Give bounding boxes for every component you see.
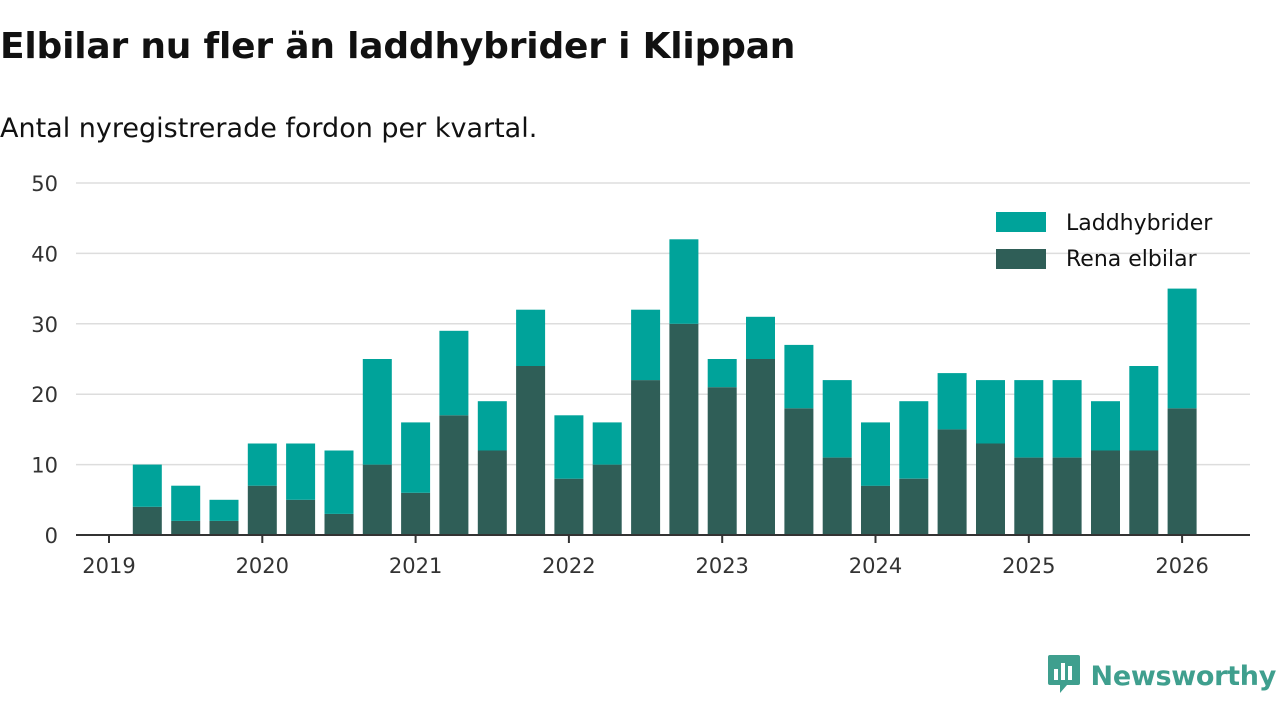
bar-rena-elbilar-2019-q3 [171, 520, 201, 535]
bar-rena-elbilar-2020-q2 [286, 499, 316, 535]
bar-laddhybrider-2025-q4 [1129, 366, 1159, 451]
bar-laddhybrider-2021-q1 [401, 422, 431, 493]
bar-laddhybrider-2023-q3 [784, 344, 814, 409]
bar-laddhybrider-2025-q3 [1091, 401, 1120, 451]
bar-rena-elbilar-2020-q4 [362, 464, 392, 535]
legend-swatch-laddhybrider [996, 212, 1046, 232]
bar-laddhybrider-2019-q2 [132, 464, 162, 507]
bar-laddhybrider-2023-q1 [707, 359, 737, 388]
x-axis: 2019 2020 2021 2022 2023 2024 2025 2026 [76, 534, 1250, 578]
bar-rena-elbilar-2024-q3 [937, 429, 967, 535]
bar-rena-elbilar-2020-q1 [247, 485, 277, 535]
legend-label-rena-elbilar: Rena elbilar [1066, 247, 1198, 272]
bar-rena-elbilar-2021-q4 [516, 366, 546, 535]
bar-laddhybrider-2024-q4 [976, 380, 1005, 444]
bar-laddhybrider-2023-q4 [822, 380, 852, 458]
bar-laddhybrider-2025-q1 [1014, 380, 1044, 458]
bar-rena-elbilar-2024-q1 [861, 485, 890, 535]
bar-laddhybrider-2022-q3 [631, 309, 661, 381]
bars [132, 239, 1197, 535]
bar-rena-elbilar-2026-q1 [1167, 408, 1197, 535]
bar-rena-elbilar-2021-q3 [477, 450, 507, 535]
bar-laddhybrider-2021-q3 [477, 401, 507, 451]
bar-rena-elbilar-2023-q2 [746, 359, 775, 535]
x-tick-label: 2026 [1155, 554, 1208, 578]
y-tick-label: 30 [31, 313, 58, 337]
bar-rena-elbilar-2022-q3 [631, 380, 661, 535]
bar-rena-elbilar-2024-q2 [899, 478, 929, 535]
y-tick-label: 20 [31, 383, 58, 407]
bar-laddhybrider-2020-q4 [362, 359, 392, 465]
bar-laddhybrider-2024-q2 [899, 401, 929, 479]
x-tick-label: 2023 [695, 554, 748, 578]
bar-rena-elbilar-2022-q1 [554, 478, 584, 535]
newsworthy-logo-icon [1047, 654, 1081, 698]
bar-rena-elbilar-2021-q1 [401, 492, 431, 535]
legend-swatch-rena-elbilar [996, 249, 1046, 269]
bar-rena-elbilar-2025-q1 [1014, 457, 1044, 535]
x-tick-label: 2025 [1002, 554, 1055, 578]
bar-rena-elbilar-2023-q1 [707, 387, 737, 535]
bar-rena-elbilar-2019-q2 [132, 506, 162, 535]
bar-rena-elbilar-2019-q4 [209, 520, 239, 535]
bar-laddhybrider-2019-q4 [209, 499, 239, 521]
bar-rena-elbilar-2022-q2 [592, 464, 622, 535]
bar-rena-elbilar-2020-q3 [324, 513, 354, 535]
bar-laddhybrider-2020-q2 [286, 443, 316, 500]
bar-laddhybrider-2024-q1 [861, 422, 890, 486]
bar-rena-elbilar-2022-q4 [669, 323, 699, 535]
bar-rena-elbilar-2021-q2 [439, 415, 469, 535]
bar-laddhybrider-2020-q3 [324, 450, 354, 514]
bar-rena-elbilar-2024-q4 [976, 443, 1005, 535]
bar-laddhybrider-2021-q2 [439, 330, 469, 416]
bar-laddhybrider-2022-q2 [592, 422, 622, 465]
bar-laddhybrider-2024-q3 [937, 373, 967, 430]
bar-rena-elbilar-2023-q3 [784, 408, 814, 535]
bar-rena-elbilar-2025-q2 [1052, 457, 1082, 535]
y-tick-label: 10 [31, 454, 58, 478]
y-axis-labels: 0 10 20 30 40 50 [31, 172, 58, 548]
bar-laddhybrider-2022-q1 [554, 415, 584, 479]
bar-laddhybrider-2020-q1 [247, 443, 277, 486]
bar-rena-elbilar-2025-q3 [1091, 450, 1120, 535]
legend: Laddhybrider Rena elbilar [996, 211, 1213, 272]
y-tick-label: 0 [45, 524, 58, 548]
bar-laddhybrider-2021-q4 [516, 309, 546, 366]
brand-name: Newsworthy [1090, 660, 1277, 692]
bar-laddhybrider-2025-q2 [1052, 380, 1082, 458]
bar-laddhybrider-2019-q3 [171, 485, 201, 521]
x-tick-label: 2021 [389, 554, 442, 578]
bar-laddhybrider-2022-q4 [669, 239, 699, 324]
x-tick-label: 2022 [542, 554, 595, 578]
x-tick-label: 2020 [236, 554, 289, 578]
legend-label-laddhybrider: Laddhybrider [1066, 211, 1213, 236]
y-tick-label: 40 [31, 242, 58, 266]
x-tick-label: 2024 [849, 554, 902, 578]
bar-laddhybrider-2026-q1 [1167, 288, 1197, 409]
bar-rena-elbilar-2025-q4 [1129, 450, 1159, 535]
bar-laddhybrider-2023-q2 [746, 316, 775, 359]
x-tick-label: 2019 [82, 554, 135, 578]
y-tick-label: 50 [31, 172, 58, 196]
stacked-bar-chart: 2019 2020 2021 2022 2023 2024 2025 2026 0 10 20 30… [31, 172, 1250, 578]
bar-rena-elbilar-2023-q4 [822, 457, 852, 535]
newsworthy-brand: Newsworthy [1047, 654, 1276, 698]
chart-title: Elbilar nu fler än laddhybrider i Klippa… [0, 26, 796, 67]
chart-subtitle: Antal nyregistrerade fordon per kvartal. [0, 113, 538, 144]
